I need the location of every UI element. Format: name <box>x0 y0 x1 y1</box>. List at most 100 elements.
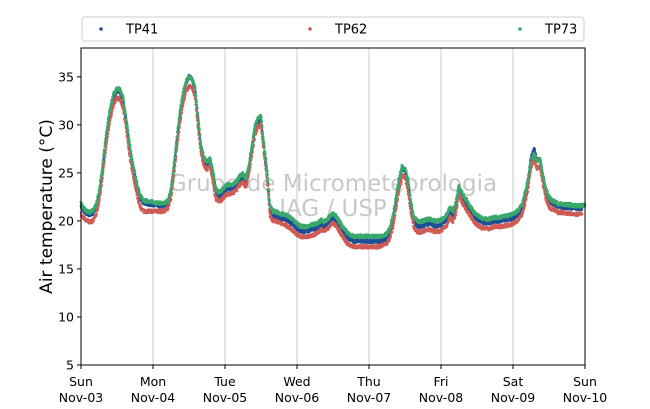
data-point <box>389 235 393 238</box>
data-point <box>124 112 128 116</box>
data-point <box>197 120 200 124</box>
data-point <box>391 224 395 228</box>
data-point <box>134 175 138 179</box>
data-point <box>264 158 268 162</box>
data-point <box>198 128 201 132</box>
data-point <box>235 189 239 193</box>
data-point <box>174 144 178 147</box>
data-point <box>127 133 130 137</box>
data-point <box>100 172 104 175</box>
data-point <box>135 193 139 197</box>
data-point <box>451 221 455 225</box>
data-point <box>253 125 257 129</box>
data-point <box>342 236 346 239</box>
data-point <box>244 177 248 181</box>
data-point <box>135 190 138 193</box>
data-point <box>173 155 177 159</box>
data-point <box>124 117 128 120</box>
data-point <box>131 164 135 167</box>
data-point <box>127 140 131 143</box>
data-point <box>177 123 180 126</box>
data-point <box>195 100 198 104</box>
data-point <box>101 159 105 162</box>
data-point <box>262 145 266 148</box>
data-point <box>198 133 202 137</box>
data-point <box>199 142 203 146</box>
data-point <box>261 132 265 135</box>
data-point <box>196 113 200 117</box>
data-point <box>123 110 127 114</box>
data-point <box>391 226 395 230</box>
data-point <box>108 109 112 112</box>
data-point <box>105 132 108 136</box>
data-point <box>194 94 198 98</box>
data-point <box>97 204 100 207</box>
data-point <box>128 143 132 147</box>
data-point <box>261 136 265 140</box>
data-point <box>266 181 270 185</box>
data-point <box>104 137 108 141</box>
data-point <box>105 126 109 130</box>
data-point <box>195 106 199 110</box>
data-point <box>174 149 177 153</box>
data-point <box>94 205 98 209</box>
data-point <box>103 144 107 148</box>
data-point <box>194 98 198 101</box>
data-point <box>266 173 269 176</box>
data-point <box>129 150 133 153</box>
data-point <box>166 207 170 211</box>
data-point <box>95 212 98 216</box>
data-point <box>122 104 126 108</box>
data-point <box>520 214 524 218</box>
data-point <box>399 179 403 183</box>
data-point <box>248 160 251 164</box>
data-point <box>263 152 267 155</box>
data-point <box>132 179 136 183</box>
data-point <box>99 177 103 181</box>
data-point <box>201 151 205 155</box>
data-point <box>267 193 271 196</box>
data-point <box>130 153 133 157</box>
data-point <box>266 184 270 187</box>
data-point <box>268 199 271 202</box>
data-point <box>172 165 176 169</box>
data-point <box>175 140 178 144</box>
data-point <box>179 106 182 110</box>
data-point <box>178 115 181 119</box>
series-TP62 <box>79 83 584 250</box>
data-point <box>262 142 266 146</box>
data-point <box>265 170 269 173</box>
data-point <box>102 155 106 158</box>
data-point <box>98 184 102 188</box>
data-point <box>107 112 111 116</box>
data-point <box>255 129 259 133</box>
data-point <box>128 146 132 150</box>
data-point <box>126 126 129 129</box>
data-point <box>454 213 458 216</box>
data-point <box>523 203 527 207</box>
data-point <box>259 116 263 119</box>
data-point <box>103 140 107 144</box>
data-point <box>260 125 264 128</box>
data-point <box>266 179 270 183</box>
data-point <box>246 179 249 183</box>
data-point <box>177 120 181 124</box>
data-point <box>212 177 216 180</box>
data-point <box>195 109 198 112</box>
data-point <box>102 151 106 155</box>
data-point <box>195 103 199 107</box>
data-point <box>248 157 252 161</box>
data-point <box>102 165 105 169</box>
data-point <box>580 212 584 216</box>
data-point <box>92 219 95 223</box>
data-point <box>92 209 96 213</box>
data-point <box>167 203 171 207</box>
data-point <box>267 188 271 192</box>
data-point <box>179 103 183 106</box>
data-point <box>260 120 264 124</box>
grid-layer <box>152 48 514 365</box>
data-point <box>103 148 106 152</box>
data-point <box>175 135 179 138</box>
data-point <box>96 207 100 211</box>
